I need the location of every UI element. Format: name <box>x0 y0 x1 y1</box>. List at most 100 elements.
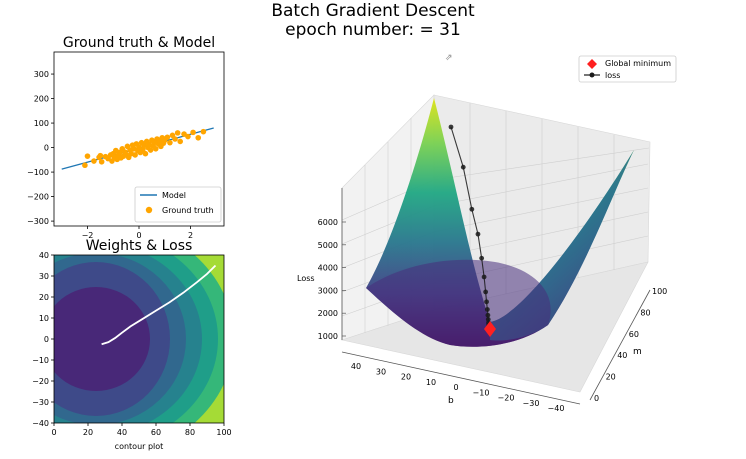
z-axis-ticks: 1000 2000 3000 4000 5000 6000 <box>318 218 346 341</box>
ground-truth-point <box>185 133 191 140</box>
loss-surface-bowl <box>366 259 551 347</box>
loss-descent-point <box>485 312 491 318</box>
chart1-frame <box>53 51 225 227</box>
z-tick-label: 5000 <box>318 241 338 250</box>
b-tick-label: 40 <box>351 362 361 371</box>
chart1-y-tick-label: 0 <box>44 144 49 153</box>
chart2-y-tick-label: 10 <box>39 314 49 323</box>
chart1-y-tick-label: −300 <box>27 217 49 226</box>
chart2-y-tick-label: 20 <box>39 293 49 302</box>
chart2-title: Weights & Loss <box>86 238 193 254</box>
z-axis-label: Loss <box>297 274 315 283</box>
m-tick-label: 100 <box>652 287 667 296</box>
legend-model-label: Model <box>162 191 186 200</box>
contour-fill <box>54 255 224 423</box>
chart2-x-tick-label: 60 <box>151 428 161 437</box>
ground-truth-point <box>172 136 178 142</box>
ground-truth-point <box>147 147 154 153</box>
b-tick-label: −30 <box>523 399 540 408</box>
ground-truth-point <box>82 162 88 169</box>
m-tick-label: 20 <box>606 373 616 382</box>
chart1-y-tick-label: 200 <box>34 95 49 104</box>
b-tick-label: 10 <box>426 378 436 387</box>
b-tick-label: −40 <box>548 404 565 413</box>
ground-truth-point <box>167 139 173 146</box>
m-tick-label: 0 <box>594 394 599 403</box>
loss-descent-point <box>484 299 489 305</box>
loss-descent-point <box>483 289 489 295</box>
chart2-x-tick-label: 100 <box>216 428 231 437</box>
legend-loss-swatch-dot <box>589 72 595 78</box>
z-tick-label: 2000 <box>318 309 338 318</box>
chart2-y-tick-label: 30 <box>39 272 49 281</box>
ground-truth-point <box>164 134 171 141</box>
z-tick-label: 4000 <box>318 264 338 273</box>
m-tick-label: 40 <box>617 351 627 360</box>
chart1-legend: Model Ground truth <box>134 186 222 223</box>
chart1-title: Ground truth & Model <box>63 35 215 51</box>
chart1-y-tick-label: 100 <box>34 119 49 128</box>
ground-truth-model-axes: Ground truth & Model −2 0 2 −300 −200 −100 0 10… <box>27 35 225 240</box>
b-tick-label: 20 <box>401 373 411 382</box>
ground-truth-point <box>142 150 149 157</box>
chart2-x-tick-label: 20 <box>83 428 93 437</box>
ground-truth-point <box>97 152 104 159</box>
b-axis-ticks: 40 30 20 10 0 −10 −20 −30 −40 <box>351 362 565 413</box>
z-tick-label: 6000 <box>318 218 338 227</box>
chart2-x-tick-label: 40 <box>117 428 127 437</box>
ground-truth-point <box>132 152 138 158</box>
b-tick-label: 0 <box>453 383 458 392</box>
ground-truth-point <box>98 158 105 165</box>
loss-descent-point <box>484 307 490 312</box>
weights-loss-axes: Weights & Loss 0 20 40 60 80 100−40−30−20−100… <box>32 238 232 451</box>
loss-descent-point <box>469 206 475 212</box>
m-axis-ticks: 0 20 40 60 80 100 <box>594 287 667 403</box>
ground-truth-point <box>91 158 97 164</box>
global-minimum-marker <box>484 321 496 337</box>
figure-title-line2: epoch number: = 31 <box>285 20 461 40</box>
z-tick-label: 3000 <box>318 286 338 295</box>
z-tick-label: 1000 <box>318 332 338 341</box>
b-axis-label: b <box>448 396 454 406</box>
m-tick-label: 80 <box>640 308 650 317</box>
ground-truth-point <box>152 146 159 152</box>
chart2-y-tick-label: −20 <box>32 377 49 386</box>
ground-truth-point <box>177 138 184 145</box>
gradient-descent-path <box>101 264 217 346</box>
legend-ground-truth-swatch <box>145 206 153 214</box>
ground-truth-point <box>190 129 196 136</box>
rotate-handle-icon[interactable]: ⇗ <box>445 53 453 63</box>
b-tick-label: −20 <box>498 394 515 403</box>
loss-descent-point <box>485 317 491 322</box>
b-tick-label: 30 <box>376 367 386 376</box>
chart2-y-tick-label: −40 <box>32 419 49 428</box>
chart2-x-tick-label: 0 <box>51 428 56 437</box>
loss-descent-point <box>448 124 454 130</box>
loss-descent-point <box>479 255 485 261</box>
loss-descent-point <box>481 274 487 280</box>
chart2-y-tick-label: −10 <box>32 356 49 365</box>
chart2-ticks: 0 20 40 60 80 100 −40 −30 −20 −10 0 10 20 30 40 <box>32 251 232 437</box>
b-tick-label: −10 <box>473 388 490 397</box>
ground-truth-point <box>174 130 181 136</box>
surface-legend: Global minimum loss <box>578 55 677 83</box>
legend-ground-truth-label: Ground truth <box>162 206 214 215</box>
legend-loss-label: loss <box>605 71 620 80</box>
legend-global-minimum-label: Global minimum <box>605 59 671 68</box>
ground-truth-point <box>84 153 91 159</box>
chart1-x-tick-label: −2 <box>82 231 94 240</box>
m-axis-label: m <box>633 347 642 357</box>
chart2-xlabel: contour plot <box>115 442 164 451</box>
chart2-y-tick-label: −30 <box>32 398 49 407</box>
m-tick-label: 60 <box>629 330 639 339</box>
ground-truth-point <box>140 146 146 153</box>
chart1-ticks: −2 0 2 −300 −200 −100 0 100 200 300 <box>27 70 193 240</box>
chart1-ground-truth-series <box>82 128 207 169</box>
chart1-y-tick-label: 300 <box>34 70 49 79</box>
loss-descent-point <box>460 164 466 170</box>
contour-level-1 <box>54 287 150 391</box>
chart1-x-tick-label: 0 <box>136 231 141 240</box>
ground-truth-point <box>195 134 202 141</box>
